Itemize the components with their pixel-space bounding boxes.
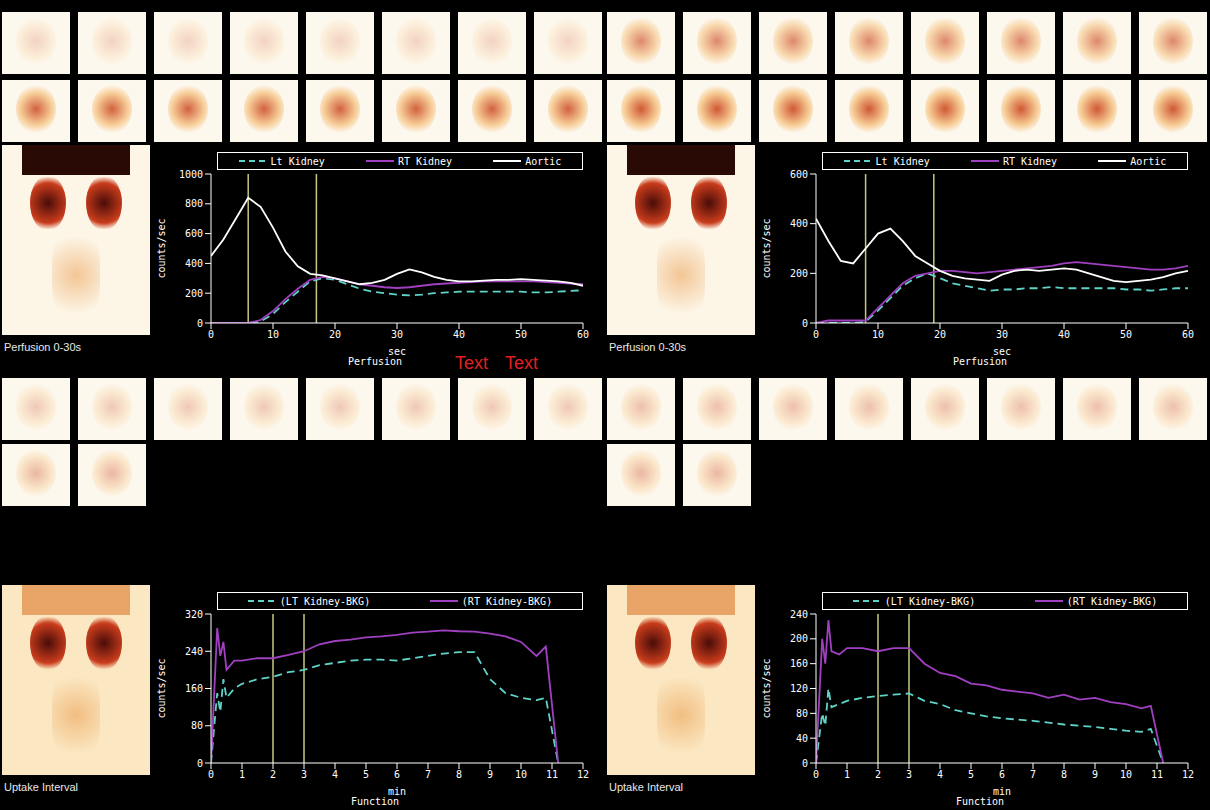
html-text:RT Kidney: RT Kidney [1002,155,1058,167]
svg-text:11: 11 [546,769,558,780]
html-text:Perfusion 0-30s: Perfusion 0-30s [4,341,81,353]
svg-text:160: 160 [790,658,808,669]
html-text:Perfusion 0-30s: Perfusion 0-30s [609,341,686,353]
svg-text:10: 10 [872,329,884,340]
svg-text:3: 3 [301,769,307,780]
svg-text:7: 7 [1030,769,1036,780]
svg-text:600: 600 [790,169,808,180]
svg-text:30: 30 [391,329,403,340]
html-text:Function: Function [955,796,1005,807]
svg-text:5: 5 [363,769,369,780]
svg-text:sec: sec [388,346,406,355]
html-text:Perfusion: Perfusion [347,356,403,367]
svg-text:0: 0 [208,329,214,340]
html-text:Lt Kidney: Lt Kidney [270,155,325,167]
html-text:Text: Text [455,353,488,373]
svg-text:counts/sec: counts/sec [761,658,772,718]
html-text:(LT Kidney-BKG): (LT Kidney-BKG) [884,595,976,607]
svg-text:0: 0 [802,318,808,329]
svg-text:9: 9 [487,769,493,780]
svg-text:6: 6 [999,769,1005,780]
html-text:(LT Kidney-BKG): (LT Kidney-BKG) [279,595,371,607]
svg-text:counts/sec: counts/sec [761,218,772,278]
svg-text:sec: sec [993,346,1011,355]
svg-text:400: 400 [185,258,203,269]
html-text:(RT Kidney-BKG): (RT Kidney-BKG) [1066,595,1158,607]
svg-text:240: 240 [790,609,808,620]
svg-text:0: 0 [197,758,203,769]
svg-text:200: 200 [185,288,203,299]
svg-text:min: min [388,786,406,795]
svg-text:800: 800 [185,198,203,209]
svg-text:12: 12 [577,769,589,780]
svg-text:160: 160 [185,683,203,694]
html-text:Perfusion: Perfusion [952,356,1008,367]
svg-text:240: 240 [185,646,203,657]
svg-text:20: 20 [329,329,341,340]
svg-text:120: 120 [790,683,808,694]
html-text:Function: Function [350,796,400,807]
svg-text:40: 40 [1058,329,1070,340]
svg-text:4: 4 [937,769,943,780]
svg-text:counts/sec: counts/sec [156,218,167,278]
html-text:RT Kidney: RT Kidney [397,155,453,167]
html-text:Text: Text [505,353,538,373]
svg-text:1000: 1000 [179,169,203,180]
svg-text:200: 200 [790,633,808,644]
svg-text:0: 0 [208,769,214,780]
svg-text:2: 2 [875,769,881,780]
html-text:Uptake Interval: Uptake Interval [609,781,683,793]
svg-text:0: 0 [813,329,819,340]
svg-text:60: 60 [1182,329,1194,340]
svg-text:1: 1 [239,769,245,780]
svg-text:7: 7 [425,769,431,780]
svg-text:0: 0 [813,769,819,780]
svg-text:1: 1 [844,769,850,780]
svg-text:0: 0 [197,318,203,329]
svg-text:6: 6 [394,769,400,780]
svg-text:10: 10 [267,329,279,340]
svg-text:11: 11 [1151,769,1163,780]
svg-text:80: 80 [796,708,808,719]
svg-text:min: min [993,786,1011,795]
html-text:Aortic: Aortic [1130,155,1167,167]
svg-text:200: 200 [790,268,808,279]
svg-text:80: 80 [191,720,203,731]
svg-text:4: 4 [332,769,338,780]
svg-text:8: 8 [1061,769,1067,780]
html-text:(RT Kidney-BKG): (RT Kidney-BKG) [461,595,553,607]
svg-text:40: 40 [453,329,465,340]
svg-text:20: 20 [934,329,946,340]
svg-text:60: 60 [577,329,589,340]
html-text:Lt Kidney: Lt Kidney [875,155,930,167]
html-text:Uptake Interval: Uptake Interval [4,781,78,793]
svg-text:50: 50 [515,329,527,340]
svg-text:3: 3 [906,769,912,780]
svg-text:10: 10 [515,769,527,780]
svg-text:320: 320 [185,609,203,620]
html-text:Aortic: Aortic [525,155,562,167]
svg-text:0: 0 [802,758,808,769]
svg-text:400: 400 [790,218,808,229]
svg-text:5: 5 [968,769,974,780]
svg-text:40: 40 [796,733,808,744]
svg-text:12: 12 [1182,769,1194,780]
svg-text:600: 600 [185,228,203,239]
svg-text:30: 30 [996,329,1008,340]
svg-text:9: 9 [1092,769,1098,780]
svg-text:2: 2 [270,769,276,780]
svg-text:10: 10 [1120,769,1132,780]
svg-text:8: 8 [456,769,462,780]
svg-text:counts/sec: counts/sec [156,658,167,718]
svg-text:50: 50 [1120,329,1132,340]
